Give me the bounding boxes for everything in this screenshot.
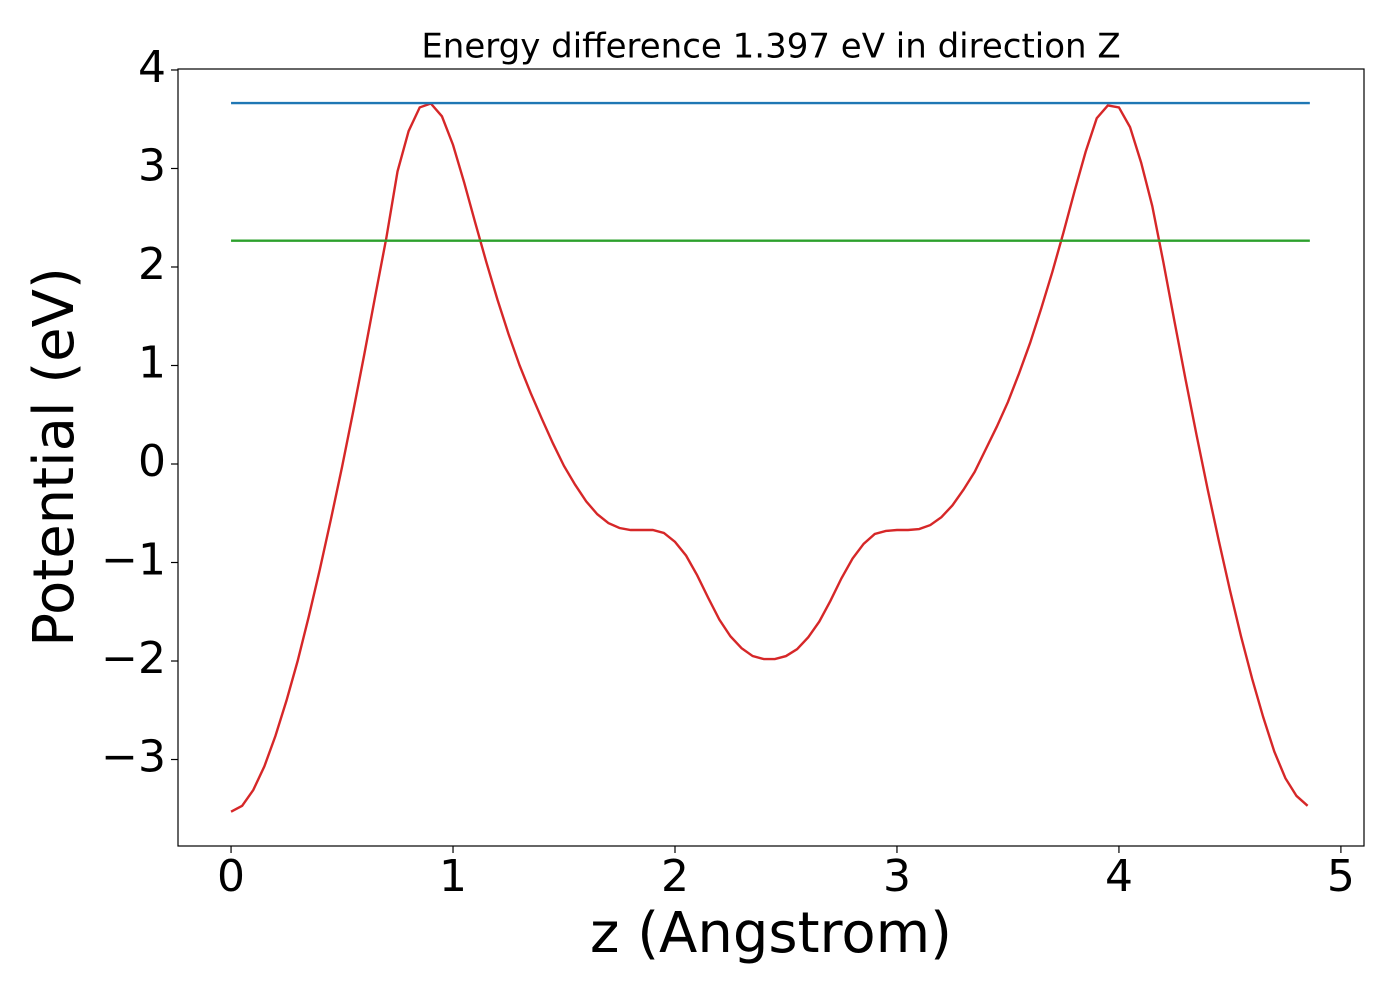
y-tick-label: −1 [101,535,166,586]
x-axis-label: z (Angstrom) [590,901,952,966]
chart-title: Energy difference 1.397 eV in direction … [421,27,1120,67]
y-tick-label: −3 [101,732,166,783]
x-tick-label: 5 [1327,851,1355,902]
x-tick-label: 0 [217,851,245,902]
x-tick-label: 3 [883,851,911,902]
y-tick-label: 0 [138,436,166,487]
x-tick-label: 1 [439,851,467,902]
y-tick-label: −2 [101,633,166,684]
series-line [230,102,1309,813]
y-tick-label: 1 [138,337,166,388]
y-tick-label: 3 [138,140,166,191]
y-axis-label: Potential (eV) [22,267,87,647]
plot-frame [177,68,1365,847]
y-tick-label: 4 [138,42,166,93]
x-tick-label: 2 [661,851,689,902]
x-tick-label: 4 [1105,851,1133,902]
y-tick-label: 2 [138,239,166,290]
